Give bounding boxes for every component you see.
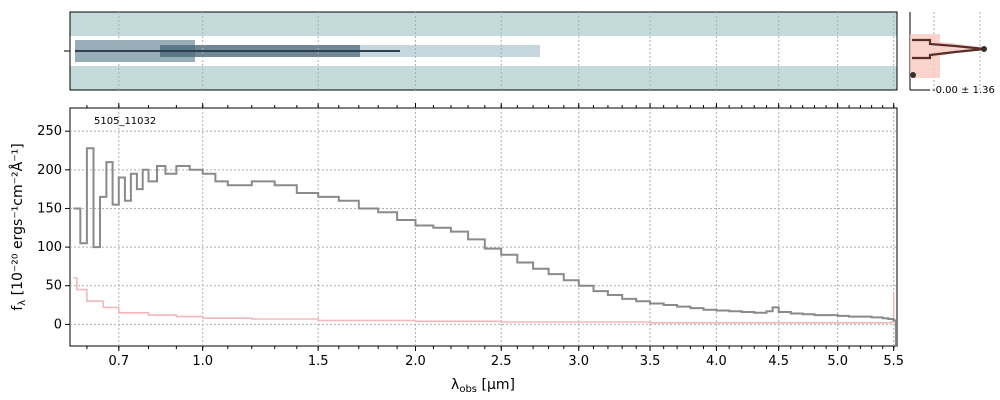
y-tick-label: 250: [37, 124, 62, 139]
profile-point: [981, 46, 987, 52]
x-tick-label: 4.5: [768, 354, 789, 369]
x-tick-label: 3.0: [568, 354, 589, 369]
x-tick-label: 1.0: [192, 354, 213, 369]
x-tick-label: 1.5: [308, 354, 329, 369]
x-axis-title: λobs [μm]: [451, 377, 515, 395]
profile-value-label: -0.00 ± 1.36: [932, 85, 995, 96]
two-d-spectrum-panel: [64, 11, 898, 91]
flux-series-line: [73, 147, 897, 346]
x-tick-label: 0.7: [108, 354, 129, 369]
error-series-line: [73, 277, 895, 324]
x-tick-label: 5.5: [883, 354, 904, 369]
profile-panel: -0.00 ± 1.36: [909, 12, 995, 96]
y-tick-label: 0: [54, 317, 62, 332]
y-tick-label: 150: [37, 201, 62, 216]
y-axis-title: fλ [10⁻²⁰ ergs⁻¹cm⁻²Å⁻¹]: [9, 143, 28, 310]
profile-point: [910, 72, 916, 78]
profile-fill: [910, 34, 985, 78]
x-tick-label: 3.5: [640, 354, 661, 369]
spectrum-id-annotation: 5105_11032: [94, 116, 156, 127]
y-tick-label: 100: [37, 240, 62, 255]
x-tick-label: 4.0: [706, 354, 727, 369]
y-tick-label: 50: [45, 279, 62, 294]
y-tick-label: 200: [37, 163, 62, 178]
spectrum-panel: 0 50 100 150 200 250 0.7 1.0 1.5 2.0 2.5 3.0 3.5 4.0…: [37, 103, 904, 369]
x-tick-label: 2.5: [491, 354, 512, 369]
x-tick-label: 5.0: [827, 354, 848, 369]
x-tick-label: 2.0: [405, 354, 426, 369]
